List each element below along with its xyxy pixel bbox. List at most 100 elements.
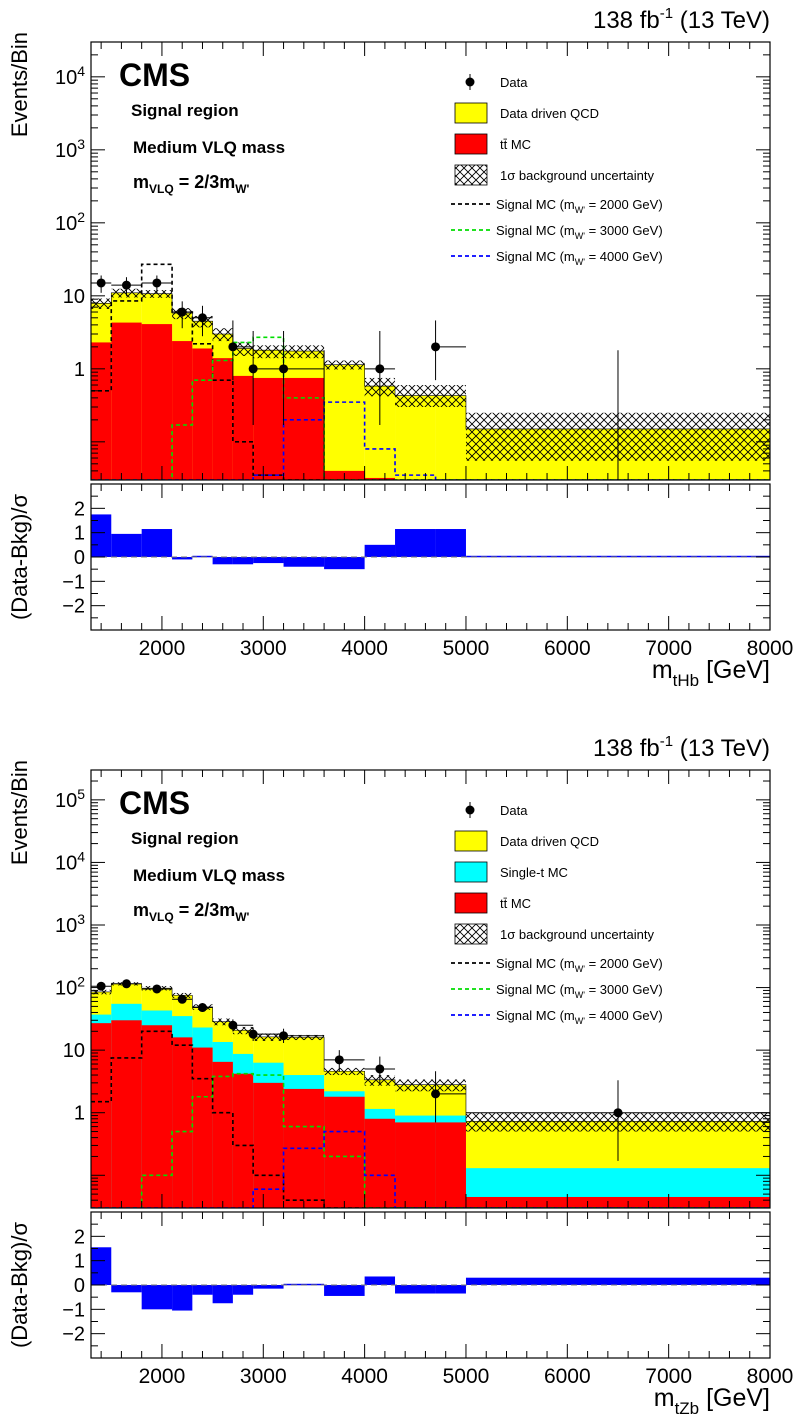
xtick-label: 5000 xyxy=(443,1365,490,1388)
ratio-bar-11 xyxy=(364,1276,396,1285)
legend-signal-label-2: Signal MC (mW' = 3000 GeV) xyxy=(496,982,663,1000)
bar-bkg-1-bin-9 xyxy=(283,1088,325,1208)
legend-bkg-label-2: tt̄ MC xyxy=(500,137,531,152)
mass-lhs-sub: VLQ xyxy=(149,182,174,196)
legend-signal-tail: = 3000 GeV) xyxy=(585,982,663,997)
ratio-bar-13 xyxy=(435,529,466,557)
bar-bkg-1-bin-5 xyxy=(192,348,213,480)
legend-unc-swatch xyxy=(454,164,488,186)
bar-bkg-1-bin-2 xyxy=(111,1020,142,1208)
ytick-label-exp: 3 xyxy=(77,136,85,152)
data-point-3 xyxy=(152,278,162,288)
ytick-label: 102 xyxy=(55,974,85,1000)
data-point-7 xyxy=(248,364,258,374)
mass-lhs: m xyxy=(133,172,149,192)
legend-unc-swatch xyxy=(454,923,488,945)
legend-signal-sub: W' xyxy=(575,990,585,1000)
unc-band-bin-6 xyxy=(212,328,233,342)
ratio-bar-3 xyxy=(141,529,173,557)
bar-bkg-1-bin-6 xyxy=(212,358,233,480)
bar-bkg-1-bin-5 xyxy=(192,1047,213,1208)
data-point-1 xyxy=(96,981,106,991)
ytick-label-base: 10 xyxy=(55,852,77,874)
y-axis-title: Events/Bin xyxy=(7,32,32,137)
x-axis-var: m xyxy=(654,1384,675,1412)
legend-bkg-label-1: Data driven QCD xyxy=(500,834,599,849)
x-axis-unit: [GeV] xyxy=(699,1384,770,1412)
legend-signal-name: Signal MC (m xyxy=(496,249,575,264)
x-axis-sub: tHb xyxy=(673,671,699,690)
ratio-bar-8 xyxy=(253,1285,284,1289)
data-point-11 xyxy=(431,1089,441,1099)
ytick-label: 10 xyxy=(63,1040,85,1062)
bar-bkg-1-bin-9 xyxy=(283,377,325,480)
ratio-bar-8 xyxy=(253,557,284,564)
ratio-bar-7 xyxy=(232,557,254,565)
ratio-ytick-label: 1 xyxy=(74,523,85,545)
ratio-bar-5 xyxy=(192,1285,213,1295)
data-point-11 xyxy=(431,342,441,352)
legend-bkg-swatch-3 xyxy=(454,892,488,914)
data-point-4 xyxy=(177,994,187,1004)
signal-line-3 xyxy=(91,1130,770,1208)
energy-label: (13 TeV) xyxy=(673,7,770,34)
ytick-label-base: 10 xyxy=(55,790,77,812)
data-point-4 xyxy=(177,307,187,317)
bar-bkg-1-bin-4 xyxy=(172,1037,193,1208)
ytick-label: 1 xyxy=(74,359,85,381)
ratio-panel: −2 −101 2 2000 3000 4000 5000 6000 7000 8000 (Data… xyxy=(7,1211,794,1388)
bar-bkg-1-bin-6 xyxy=(212,1061,233,1208)
annotation-mass: Medium VLQ mass xyxy=(133,866,285,885)
ytick-label: 105 xyxy=(55,786,85,812)
bar-bkg-2-bin-13 xyxy=(435,395,466,480)
ratio-ytick-label: 2 xyxy=(74,498,85,520)
ratio-ytick-label: −2 xyxy=(62,596,85,618)
xtick-label: 8000 xyxy=(747,637,794,660)
unc-band-bin-8 xyxy=(253,1033,284,1041)
legend-bkg-swatch-1 xyxy=(454,102,488,124)
legend-signal-label-2: Signal MC (mW' = 3000 GeV) xyxy=(496,223,663,241)
data-point-10 xyxy=(375,364,385,374)
bar-bkg-1-bin-7 xyxy=(232,1073,254,1208)
y-axis-title: Events/Bin xyxy=(7,760,32,865)
unc-band-bin-1 xyxy=(91,989,112,995)
legend: Data Data driven QCD Single-t MC tt̄ MC 1σ b… xyxy=(451,802,663,1026)
legend-data-marker xyxy=(465,77,475,87)
energy-label: (13 TeV) xyxy=(673,735,770,762)
legend-signal-label-1: Signal MC (mW' = 2000 GeV) xyxy=(496,956,663,974)
mass-lhs-sub: VLQ xyxy=(149,910,174,924)
bar-bkg-1-bin-2 xyxy=(111,322,142,480)
ytick-label: 1 xyxy=(74,1103,85,1125)
legend-signal-label-1: Signal MC (mW' = 2000 GeV) xyxy=(496,197,663,215)
ytick-label-base: 10 xyxy=(55,978,77,1000)
x-axis-unit: [GeV] xyxy=(699,656,770,684)
ratio-bar-6 xyxy=(212,1285,233,1304)
cms-label: CMS xyxy=(119,785,190,821)
legend-bkg-label-2: Single-t MC xyxy=(500,865,568,880)
legend-signal-label-3: Signal MC (mW' = 4000 GeV) xyxy=(496,1008,663,1026)
ratio-bar-12 xyxy=(395,529,436,557)
legend-signal-tail: = 2000 GeV) xyxy=(585,956,663,971)
xtick-label: 8000 xyxy=(747,1365,794,1388)
data-point-6 xyxy=(228,1020,238,1030)
main-frame xyxy=(90,769,771,1209)
bar-bkg-1-bin-3 xyxy=(141,1025,173,1208)
lumi-sup: -1 xyxy=(660,5,673,22)
xtick-label: 5000 xyxy=(443,637,490,660)
ytick-label: 104 xyxy=(55,848,85,874)
ratio-bar-9 xyxy=(283,557,325,567)
data-point-3 xyxy=(152,984,162,994)
ratio-bar-11 xyxy=(364,544,396,557)
bar-bkg-1-bin-8 xyxy=(253,1082,284,1208)
x-axis-title: mtHb [GeV] xyxy=(652,656,770,690)
legend-signal-label-3: Signal MC (mW' = 4000 GeV) xyxy=(496,249,663,267)
ytick-label-exp: 4 xyxy=(77,63,85,79)
legend-signal-tail: = 4000 GeV) xyxy=(585,1008,663,1023)
main-plot-area xyxy=(91,263,770,480)
xtick-label: 4000 xyxy=(341,637,388,660)
main-plot-area xyxy=(91,979,770,1208)
legend-data-marker xyxy=(465,805,475,815)
xtick-label: 2000 xyxy=(139,637,186,660)
lumi-value: 138 fb xyxy=(593,735,660,762)
